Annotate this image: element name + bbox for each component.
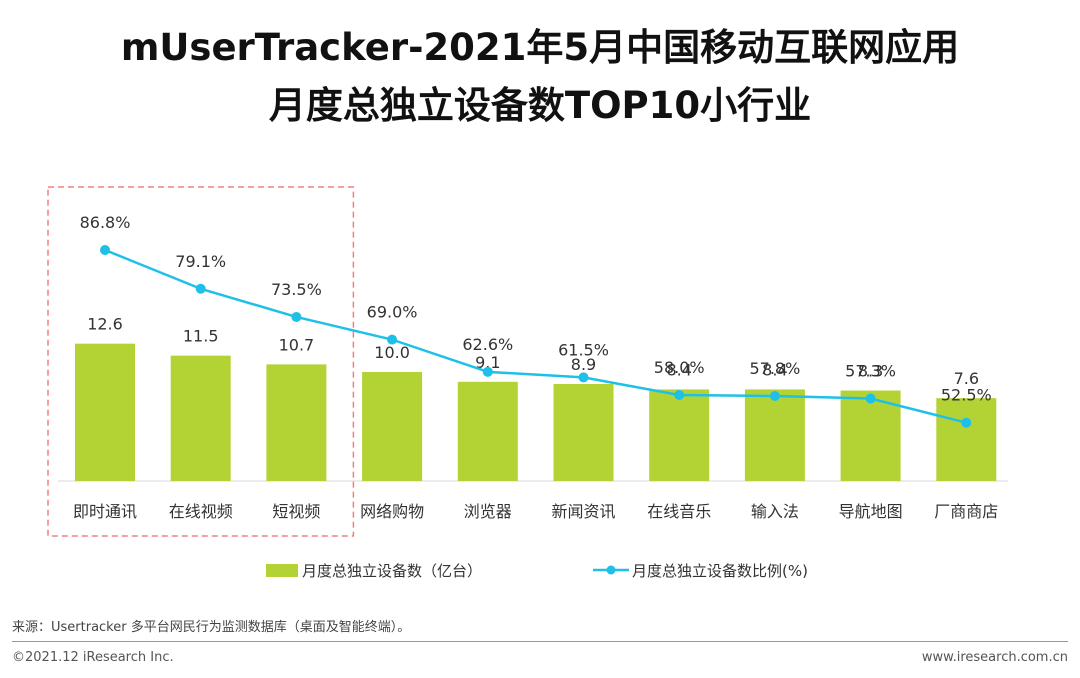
ratio-point-1 xyxy=(195,283,206,294)
bar-6 xyxy=(649,389,710,481)
legend-bar-label: 月度总独立设备数（亿台） xyxy=(302,562,483,580)
footer-divider xyxy=(12,641,1068,642)
ratio-point-5 xyxy=(578,372,589,383)
bar-7 xyxy=(744,389,805,481)
category-label: 导航地图 xyxy=(839,502,903,521)
legend-line-swatch xyxy=(593,565,629,575)
ratio-value-label: 61.5% xyxy=(558,340,609,359)
bar-value-label: 11.5 xyxy=(183,327,219,346)
source-note: 来源：Usertracker 多平台网民行为监测数据库（桌面及智能终端）。 xyxy=(12,620,411,635)
category-label: 即时通讯 xyxy=(73,502,137,521)
legend-line-label: 月度总独立设备数比例(%) xyxy=(632,562,808,580)
ratio-point-3 xyxy=(387,334,398,345)
category-label: 网络购物 xyxy=(360,502,424,521)
bar-value-label: 8.4 xyxy=(666,360,691,379)
ratio-point-8 xyxy=(865,393,876,404)
legend-bar: 月度总独立设备数（亿台） xyxy=(266,560,482,581)
category-label: 短视频 xyxy=(272,502,320,521)
ratio-value-label: 69.0% xyxy=(367,303,418,322)
ratio-value-label: 79.1% xyxy=(175,252,226,271)
ratio-point-2 xyxy=(291,311,302,322)
legend-bar-swatch xyxy=(266,564,298,577)
bar-0 xyxy=(75,343,135,481)
category-label: 厂商商店 xyxy=(934,502,998,521)
category-label: 输入法 xyxy=(751,502,799,521)
bar-1 xyxy=(170,355,231,481)
ratio-value-label: 57.8% xyxy=(749,359,800,378)
bar-5 xyxy=(553,383,614,481)
bar-value-label: 8.3 xyxy=(858,362,883,381)
bar-3 xyxy=(362,372,423,481)
bar-4 xyxy=(457,381,518,481)
ratio-value-label: 62.6% xyxy=(462,335,513,354)
category-label: 新闻资讯 xyxy=(551,502,615,521)
highlight-box xyxy=(47,186,355,537)
bar-value-label: 10.7 xyxy=(279,335,315,354)
bar-value-label: 12.6 xyxy=(87,315,123,334)
ratio-value-label: 52.5% xyxy=(941,386,992,405)
legend-line: 月度总独立设备数比例(%) xyxy=(592,560,808,581)
chart-title-line2: 月度总独立设备数TOP10小行业 xyxy=(268,84,812,127)
ratio-value-label: 73.5% xyxy=(271,280,322,299)
bar-2 xyxy=(266,364,327,481)
ratio-point-4 xyxy=(482,366,493,377)
category-label: 在线视频 xyxy=(169,502,233,521)
ratio-point-7 xyxy=(769,391,780,402)
category-label: 浏览器 xyxy=(464,502,512,521)
category-label: 在线音乐 xyxy=(647,502,711,521)
ratio-value-label: 58.0% xyxy=(654,358,705,377)
bar-value-label: 7.6 xyxy=(954,369,979,388)
bar-value-label: 8.4 xyxy=(762,360,787,379)
copyright: ©2021.12 iResearch Inc. xyxy=(12,650,174,665)
website: www.iresearch.com.cn xyxy=(921,650,1068,665)
ratio-value-label: 86.8% xyxy=(80,213,131,232)
ratio-line xyxy=(104,248,967,424)
bar-value-label: 9.1 xyxy=(475,353,500,372)
bar-8 xyxy=(840,390,901,481)
bar-value-label: 10.0 xyxy=(374,343,410,362)
bar-value-label: 8.9 xyxy=(571,355,596,374)
bar-9 xyxy=(936,398,997,481)
ratio-point-9 xyxy=(961,417,972,428)
ratio-point-0 xyxy=(100,245,110,255)
ratio-value-label: 57.3% xyxy=(845,362,896,381)
chart-title-line1: mUserTracker-2021年5月中国移动互联网应用 xyxy=(120,26,960,69)
ratio-point-6 xyxy=(674,390,685,401)
